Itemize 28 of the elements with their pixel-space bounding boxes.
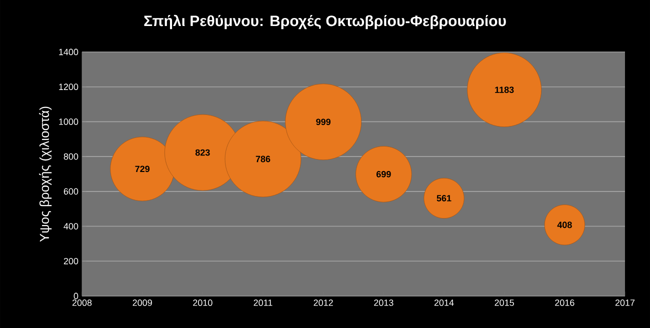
data-label: 408 [557, 222, 572, 228]
x-tick-label: 2009 [132, 300, 152, 306]
x-tick-label: 2013 [374, 300, 394, 306]
x-tick-label: 2015 [494, 300, 514, 306]
data-label: 729 [135, 166, 150, 172]
y-tick-label: 400 [64, 223, 78, 230]
y-tick-label: 200 [64, 258, 78, 264]
y-tick-label: 800 [64, 153, 78, 160]
y-tick-label: 600 [64, 188, 78, 195]
x-tick-label: 2016 [555, 300, 574, 306]
data-label: 786 [256, 156, 270, 162]
data-label: 561 [436, 195, 452, 202]
data-label: 1183 [495, 86, 514, 93]
x-tick-label: 2011 [254, 300, 272, 306]
data-label: 999 [316, 118, 331, 126]
chart-title: Σπήλι Ρεθύμνου: Βροχές Οκτωβρίου-Φεβρουαρίου [144, 14, 506, 30]
y-axis-title: Υψος βροχής (χιλιοστά) [39, 106, 52, 242]
y-tick-label: 1400 [59, 48, 78, 56]
x-tick-label: 2008 [72, 300, 92, 306]
data-label: 699 [376, 170, 391, 178]
y-tick-label: 0 [74, 292, 78, 300]
x-tick-label: 2014 [434, 300, 454, 306]
x-tick-label: 2017 [615, 300, 635, 306]
y-tick-label: 1000 [59, 118, 78, 125]
x-tick-label: 2010 [193, 300, 212, 306]
x-tick-label: 2012 [314, 300, 333, 306]
y-tick-label: 1200 [59, 84, 78, 90]
data-label: 823 [195, 149, 210, 156]
